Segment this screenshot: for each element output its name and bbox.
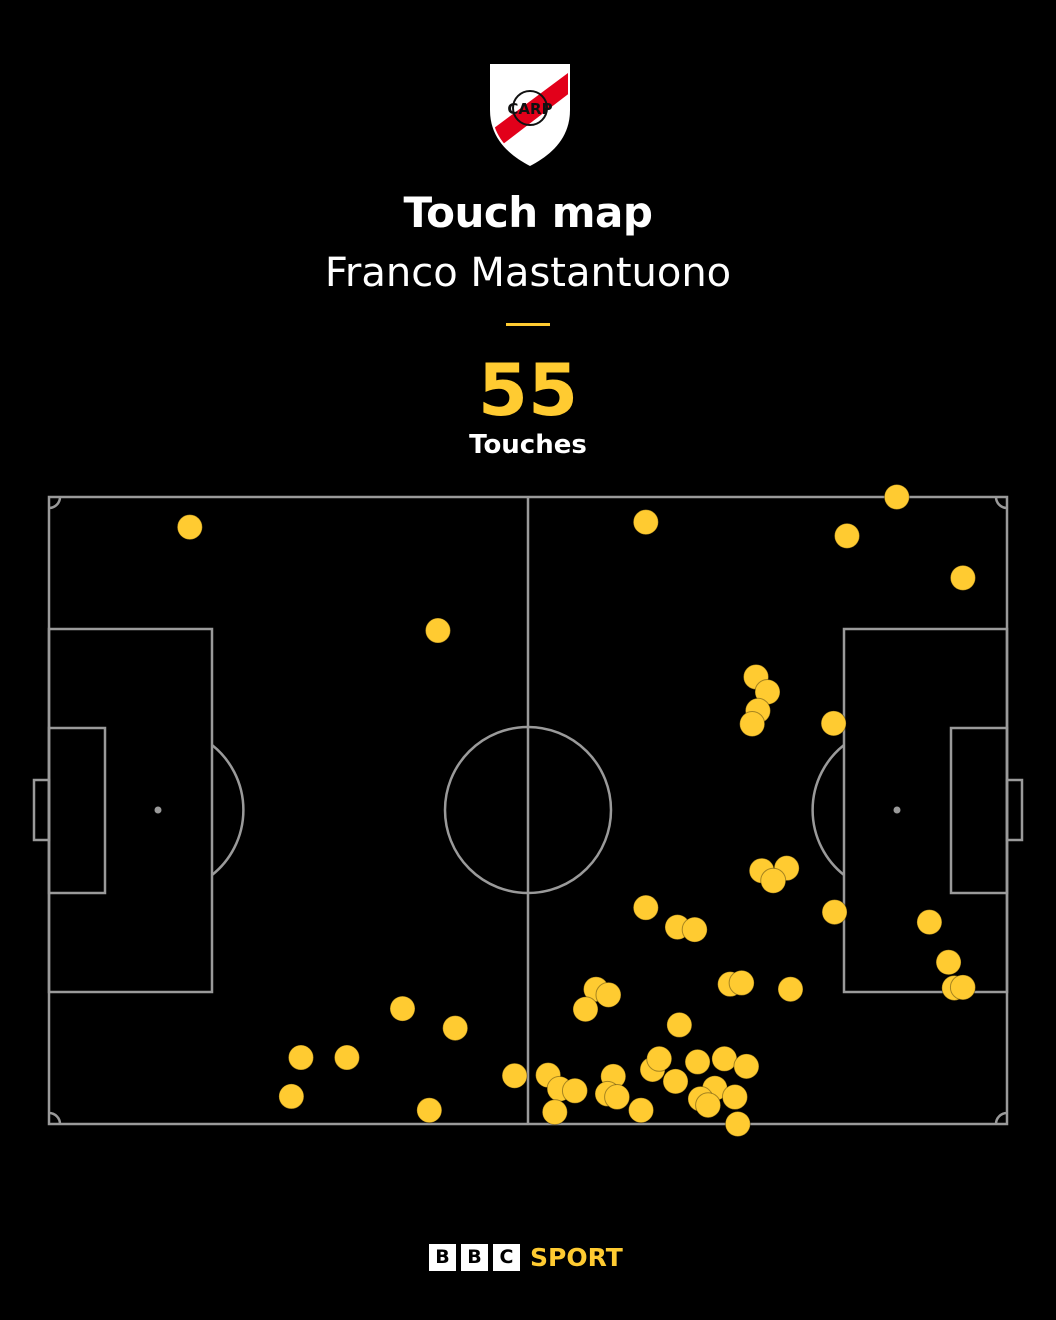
player-name: Franco Mastantuono [324, 250, 732, 296]
touch-point [949, 974, 976, 1001]
touch-point [739, 710, 766, 737]
touch-count: 55 [477, 348, 579, 432]
touch-point [760, 867, 787, 894]
touch-point [949, 564, 976, 591]
touch-point [646, 1045, 673, 1072]
touch-point [501, 1062, 528, 1089]
touch-points [176, 484, 976, 1137]
touch-point [333, 1044, 360, 1071]
corner-arc [994, 496, 1008, 510]
touch-point [278, 1083, 305, 1110]
touch-point [541, 1099, 568, 1126]
sport-wordmark: SPORT [530, 1242, 623, 1272]
bbc-sport-logo: B B C SPORT [429, 1242, 623, 1272]
touch-point [287, 1044, 314, 1071]
touch-point [442, 1015, 469, 1042]
touch-point [820, 710, 847, 737]
touch-point [721, 1084, 748, 1111]
touch-point [916, 909, 943, 936]
touch-point [935, 949, 962, 976]
right-goal [1005, 778, 1024, 842]
touch-point [595, 981, 622, 1008]
touch-point [632, 894, 659, 921]
touch-point [777, 976, 804, 1003]
crest-letters: CARP [507, 100, 552, 118]
touch-point [728, 969, 755, 996]
corner-arc [994, 1111, 1008, 1125]
touch-point [733, 1053, 760, 1080]
corner-arc [48, 1111, 62, 1125]
touch-point [632, 509, 659, 536]
touch-point [695, 1092, 722, 1119]
centre-circle [443, 725, 613, 895]
touch-point [684, 1048, 711, 1075]
left-penalty-arc [211, 744, 245, 876]
touch-point [821, 899, 848, 926]
touch-point [681, 916, 708, 943]
river-plate-crest: CARP [490, 64, 570, 166]
touch-point [176, 514, 203, 541]
left-goal [32, 778, 51, 842]
divider-line [506, 323, 550, 326]
touch-point [834, 522, 861, 549]
touch-point [572, 996, 599, 1023]
touch-point [561, 1077, 588, 1104]
corner-arc [48, 496, 62, 510]
touch-point [883, 484, 910, 510]
bbc-letter-c: C [493, 1243, 520, 1271]
right-penalty-spot [893, 806, 901, 814]
left-penalty-area [47, 627, 214, 994]
touch-point [424, 617, 451, 644]
bbc-letter-b1: B [429, 1243, 456, 1271]
touch-count-label: Touches [469, 430, 587, 460]
chart-title: Touch map [403, 188, 653, 237]
touch-point [662, 1068, 689, 1095]
touch-point [724, 1111, 751, 1137]
bbc-letter-b2: B [461, 1243, 488, 1271]
touch-point [711, 1045, 738, 1072]
touch-point [389, 995, 416, 1022]
touch-point [604, 1084, 631, 1111]
touch-point [416, 1097, 443, 1124]
right-penalty-arc [811, 744, 845, 876]
touch-point [628, 1097, 655, 1124]
right-penalty-area [842, 627, 1009, 994]
pitch-lines [32, 495, 1024, 1126]
right-six-yard-box [949, 726, 1009, 895]
left-six-yard-box [47, 726, 107, 895]
touch-point [666, 1011, 693, 1038]
left-penalty-spot [154, 806, 162, 814]
